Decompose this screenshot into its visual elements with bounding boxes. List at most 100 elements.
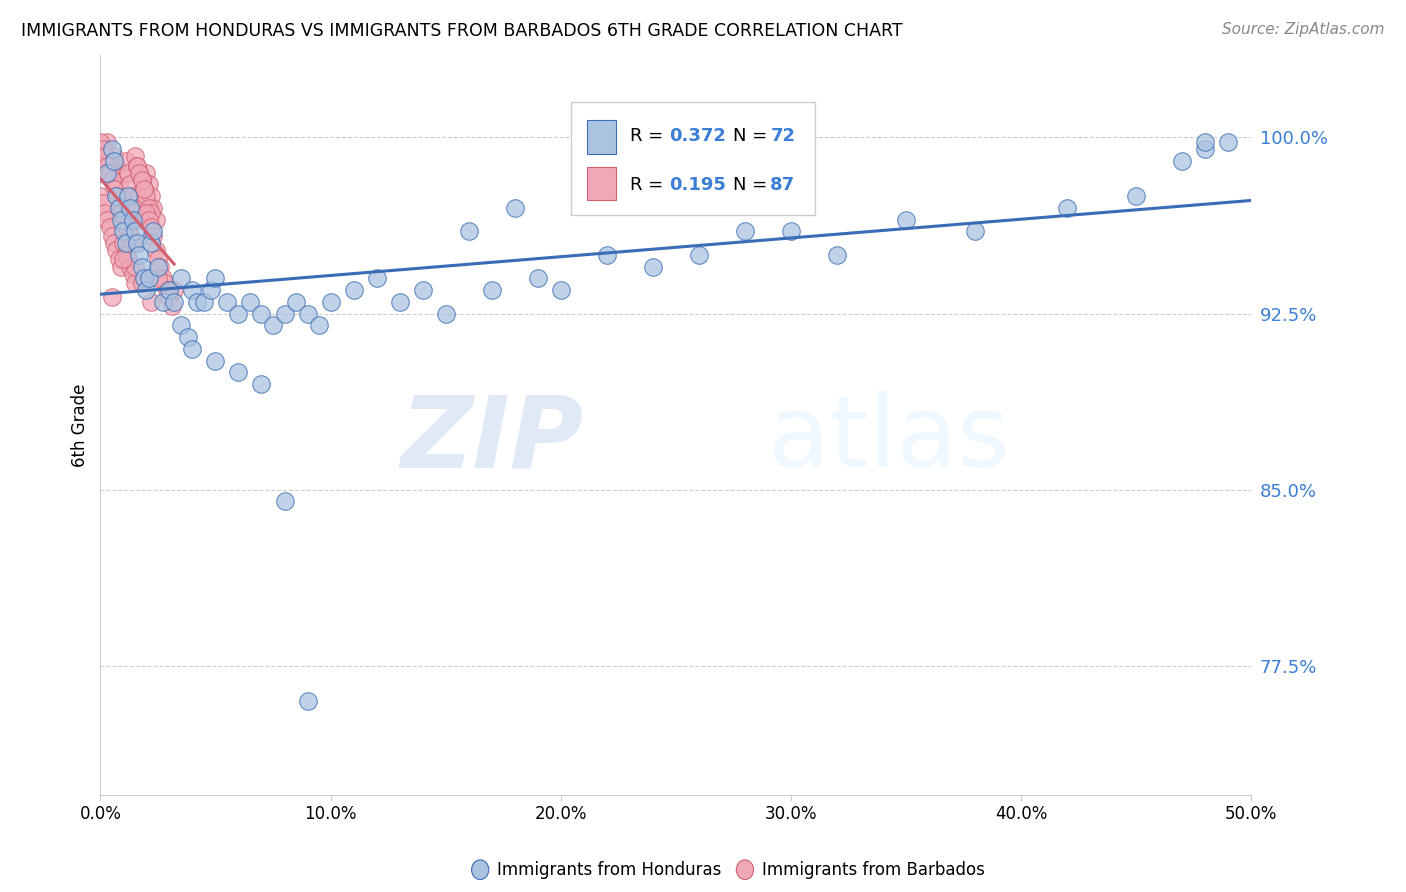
Point	[91, 196, 114, 211]
Point	[117, 189, 139, 203]
Point	[239, 294, 262, 309]
Y-axis label: 6th Grade: 6th Grade	[72, 384, 89, 467]
Point	[160, 300, 183, 314]
Point	[262, 318, 284, 333]
Point	[366, 271, 388, 285]
Text: Immigrants from Barbados: Immigrants from Barbados	[762, 861, 986, 879]
Point	[139, 235, 162, 250]
Point	[98, 153, 121, 168]
Point	[138, 271, 160, 285]
Point	[1194, 142, 1216, 156]
Point	[89, 165, 111, 179]
Text: Immigrants from Honduras: Immigrants from Honduras	[498, 861, 721, 879]
Point	[131, 260, 153, 274]
Point	[228, 306, 250, 320]
Point	[273, 494, 295, 508]
Point	[285, 294, 308, 309]
Point	[138, 178, 160, 192]
Point	[112, 252, 135, 267]
Point	[114, 235, 136, 250]
Point	[112, 235, 135, 250]
Point	[503, 201, 526, 215]
Point	[98, 165, 121, 179]
Point	[89, 189, 111, 203]
Point	[98, 219, 121, 234]
Point	[128, 248, 150, 262]
Point	[117, 224, 139, 238]
Point	[120, 260, 142, 274]
Point	[131, 201, 153, 215]
Point	[121, 212, 143, 227]
Point	[127, 235, 149, 250]
Point	[120, 178, 142, 192]
Point	[228, 365, 250, 379]
Point	[297, 306, 319, 320]
Point	[146, 252, 169, 267]
Point	[181, 283, 204, 297]
Point	[342, 283, 364, 297]
Text: Source: ZipAtlas.com: Source: ZipAtlas.com	[1222, 22, 1385, 37]
Text: 72: 72	[770, 127, 796, 145]
Point	[105, 159, 128, 173]
Point	[1218, 135, 1240, 149]
Point	[1125, 189, 1147, 203]
Point	[103, 153, 125, 168]
Point	[146, 260, 169, 274]
Point	[112, 224, 135, 238]
Point	[215, 294, 238, 309]
Point	[145, 212, 167, 227]
Point	[297, 694, 319, 708]
Point	[128, 189, 150, 203]
Point	[550, 283, 572, 297]
Point	[94, 149, 117, 163]
Point	[105, 189, 128, 203]
Point	[101, 229, 124, 244]
Point	[120, 229, 142, 244]
Point	[142, 224, 165, 238]
Point	[131, 172, 153, 186]
Point	[121, 189, 143, 203]
Point	[120, 201, 142, 215]
Point	[965, 224, 987, 238]
Point	[132, 212, 155, 227]
Point	[388, 294, 411, 309]
Point	[128, 165, 150, 179]
Point	[138, 201, 160, 215]
Point	[273, 306, 295, 320]
Point	[132, 182, 155, 196]
Point	[250, 376, 273, 391]
Point	[107, 252, 129, 267]
Point	[96, 159, 118, 173]
Point	[117, 165, 139, 179]
Point	[146, 271, 169, 285]
Point	[308, 318, 330, 333]
Point	[135, 283, 157, 297]
Point	[96, 212, 118, 227]
Point	[132, 182, 155, 196]
Point	[114, 153, 136, 168]
Text: IMMIGRANTS FROM HONDURAS VS IMMIGRANTS FROM BARBADOS 6TH GRADE CORRELATION CHART: IMMIGRANTS FROM HONDURAS VS IMMIGRANTS F…	[21, 22, 903, 40]
Point	[163, 283, 186, 297]
Point	[121, 235, 143, 250]
Point	[170, 271, 193, 285]
Text: 87: 87	[770, 176, 796, 194]
Point	[96, 165, 118, 179]
Point	[688, 248, 710, 262]
Text: R =: R =	[630, 127, 669, 145]
Point	[101, 172, 124, 186]
Point	[145, 243, 167, 257]
Point	[156, 283, 179, 297]
Point	[94, 142, 117, 156]
Point	[142, 229, 165, 244]
Point	[114, 219, 136, 234]
Point	[124, 224, 146, 238]
Point	[181, 342, 204, 356]
Point	[124, 201, 146, 215]
Point	[105, 243, 128, 257]
Point	[112, 212, 135, 227]
Point	[131, 276, 153, 290]
Point	[204, 271, 226, 285]
Point	[139, 205, 162, 219]
Point	[135, 205, 157, 219]
Point	[110, 189, 132, 203]
